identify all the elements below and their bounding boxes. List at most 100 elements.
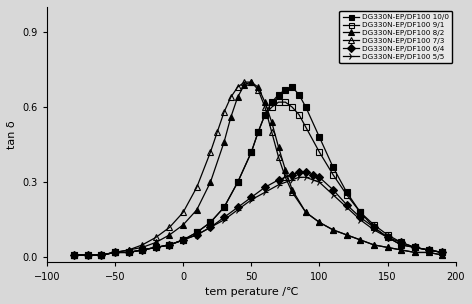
DG330N-EP/DF100 10/0 [85, 253, 91, 257]
DG330N-EP/DF100 9/1 [296, 113, 302, 116]
DG330N-EP/DF100 5/5 [167, 243, 172, 247]
DG330N-EP/DF100 5/5 [439, 250, 445, 254]
DG330N-EP/DF100 10/0 [194, 231, 200, 234]
DG330N-EP/DF100 9/1 [180, 238, 186, 242]
DG330N-EP/DF100 8/2 [194, 208, 200, 212]
DG330N-EP/DF100 8/2 [385, 246, 390, 249]
DG330N-EP/DF100 9/1 [426, 248, 431, 252]
DG330N-EP/DF100 8/2 [248, 80, 254, 84]
DG330N-EP/DF100 9/1 [194, 231, 200, 234]
DG330N-EP/DF100 6/4 [126, 250, 131, 254]
DG330N-EP/DF100 6/4 [330, 188, 336, 192]
DG330N-EP/DF100 7/3 [235, 85, 241, 89]
DG330N-EP/DF100 6/4 [71, 253, 77, 257]
Line: DG330N-EP/DF100 8/2: DG330N-EP/DF100 8/2 [71, 79, 446, 258]
DG330N-EP/DF100 7/3 [303, 211, 309, 214]
DG330N-EP/DF100 7/3 [180, 211, 186, 214]
DG330N-EP/DF100 7/3 [221, 110, 227, 114]
DG330N-EP/DF100 10/0 [71, 253, 77, 257]
DG330N-EP/DF100 5/5 [208, 226, 213, 229]
DG330N-EP/DF100 9/1 [276, 100, 281, 104]
DG330N-EP/DF100 6/4 [262, 185, 268, 189]
DG330N-EP/DF100 6/4 [180, 238, 186, 242]
DG330N-EP/DF100 8/2 [317, 221, 322, 224]
DG330N-EP/DF100 5/5 [180, 238, 186, 242]
DG330N-EP/DF100 9/1 [412, 246, 418, 249]
DG330N-EP/DF100 9/1 [139, 248, 145, 252]
DG330N-EP/DF100 5/5 [248, 198, 254, 202]
DG330N-EP/DF100 7/3 [398, 248, 404, 252]
DG330N-EP/DF100 9/1 [126, 250, 131, 254]
DG330N-EP/DF100 10/0 [296, 93, 302, 96]
DG330N-EP/DF100 8/2 [398, 248, 404, 252]
DG330N-EP/DF100 6/4 [289, 173, 295, 177]
DG330N-EP/DF100 10/0 [385, 236, 390, 239]
DG330N-EP/DF100 6/4 [398, 240, 404, 244]
DG330N-EP/DF100 9/1 [303, 125, 309, 129]
DG330N-EP/DF100 9/1 [371, 223, 377, 227]
DG330N-EP/DF100 10/0 [139, 248, 145, 252]
DG330N-EP/DF100 10/0 [269, 100, 275, 104]
DG330N-EP/DF100 6/4 [208, 226, 213, 229]
DG330N-EP/DF100 8/2 [357, 238, 363, 242]
DG330N-EP/DF100 5/5 [296, 175, 302, 179]
DG330N-EP/DF100 7/3 [283, 175, 288, 179]
DG330N-EP/DF100 7/3 [214, 130, 220, 134]
DG330N-EP/DF100 8/2 [228, 115, 234, 119]
DG330N-EP/DF100 9/1 [248, 150, 254, 154]
DG330N-EP/DF100 9/1 [317, 150, 322, 154]
DG330N-EP/DF100 5/5 [310, 178, 315, 181]
DG330N-EP/DF100 5/5 [317, 181, 322, 184]
DG330N-EP/DF100 7/3 [330, 228, 336, 232]
DG330N-EP/DF100 10/0 [153, 246, 159, 249]
DG330N-EP/DF100 5/5 [99, 253, 104, 257]
DG330N-EP/DF100 6/4 [344, 203, 350, 207]
DG330N-EP/DF100 10/0 [317, 135, 322, 139]
DG330N-EP/DF100 9/1 [344, 193, 350, 197]
DG330N-EP/DF100 8/2 [167, 233, 172, 237]
DG330N-EP/DF100 9/1 [208, 221, 213, 224]
Line: DG330N-EP/DF100 7/3: DG330N-EP/DF100 7/3 [71, 79, 446, 258]
DG330N-EP/DF100 7/3 [269, 130, 275, 134]
DG330N-EP/DF100 10/0 [99, 253, 104, 257]
DG330N-EP/DF100 8/2 [344, 233, 350, 237]
DG330N-EP/DF100 10/0 [371, 226, 377, 229]
DG330N-EP/DF100 7/3 [385, 246, 390, 249]
DG330N-EP/DF100 7/3 [153, 236, 159, 239]
DG330N-EP/DF100 10/0 [112, 250, 118, 254]
DG330N-EP/DF100 5/5 [126, 250, 131, 254]
Line: DG330N-EP/DF100 6/4: DG330N-EP/DF100 6/4 [71, 170, 445, 258]
DG330N-EP/DF100 8/2 [112, 250, 118, 254]
DG330N-EP/DF100 7/3 [371, 243, 377, 247]
DG330N-EP/DF100 8/2 [126, 248, 131, 252]
DG330N-EP/DF100 8/2 [283, 168, 288, 171]
DG330N-EP/DF100 8/2 [221, 140, 227, 144]
DG330N-EP/DF100 7/3 [242, 80, 247, 84]
DG330N-EP/DF100 7/3 [208, 150, 213, 154]
DG330N-EP/DF100 5/5 [357, 218, 363, 222]
DG330N-EP/DF100 10/0 [412, 246, 418, 249]
DG330N-EP/DF100 10/0 [276, 93, 281, 96]
DG330N-EP/DF100 8/2 [289, 188, 295, 192]
Legend: DG330N-EP/DF100 10/0, DG330N-EP/DF100 9/1, DG330N-EP/DF100 8/2, DG330N-EP/DF100 : DG330N-EP/DF100 10/0, DG330N-EP/DF100 9/… [339, 11, 452, 63]
DG330N-EP/DF100 5/5 [262, 191, 268, 194]
DG330N-EP/DF100 8/2 [330, 228, 336, 232]
DG330N-EP/DF100 5/5 [398, 243, 404, 247]
DG330N-EP/DF100 6/4 [99, 253, 104, 257]
DG330N-EP/DF100 7/3 [126, 248, 131, 252]
DG330N-EP/DF100 6/4 [296, 171, 302, 174]
DG330N-EP/DF100 8/2 [262, 100, 268, 104]
DG330N-EP/DF100 8/2 [371, 243, 377, 247]
DG330N-EP/DF100 6/4 [194, 233, 200, 237]
DG330N-EP/DF100 10/0 [283, 88, 288, 92]
DG330N-EP/DF100 7/3 [357, 238, 363, 242]
DG330N-EP/DF100 9/1 [221, 206, 227, 209]
DG330N-EP/DF100 6/4 [85, 253, 91, 257]
DG330N-EP/DF100 6/4 [167, 243, 172, 247]
DG330N-EP/DF100 7/3 [412, 250, 418, 254]
DG330N-EP/DF100 5/5 [112, 250, 118, 254]
DG330N-EP/DF100 9/1 [269, 105, 275, 109]
DG330N-EP/DF100 7/3 [439, 253, 445, 257]
DG330N-EP/DF100 5/5 [221, 218, 227, 222]
DG330N-EP/DF100 8/2 [276, 145, 281, 149]
